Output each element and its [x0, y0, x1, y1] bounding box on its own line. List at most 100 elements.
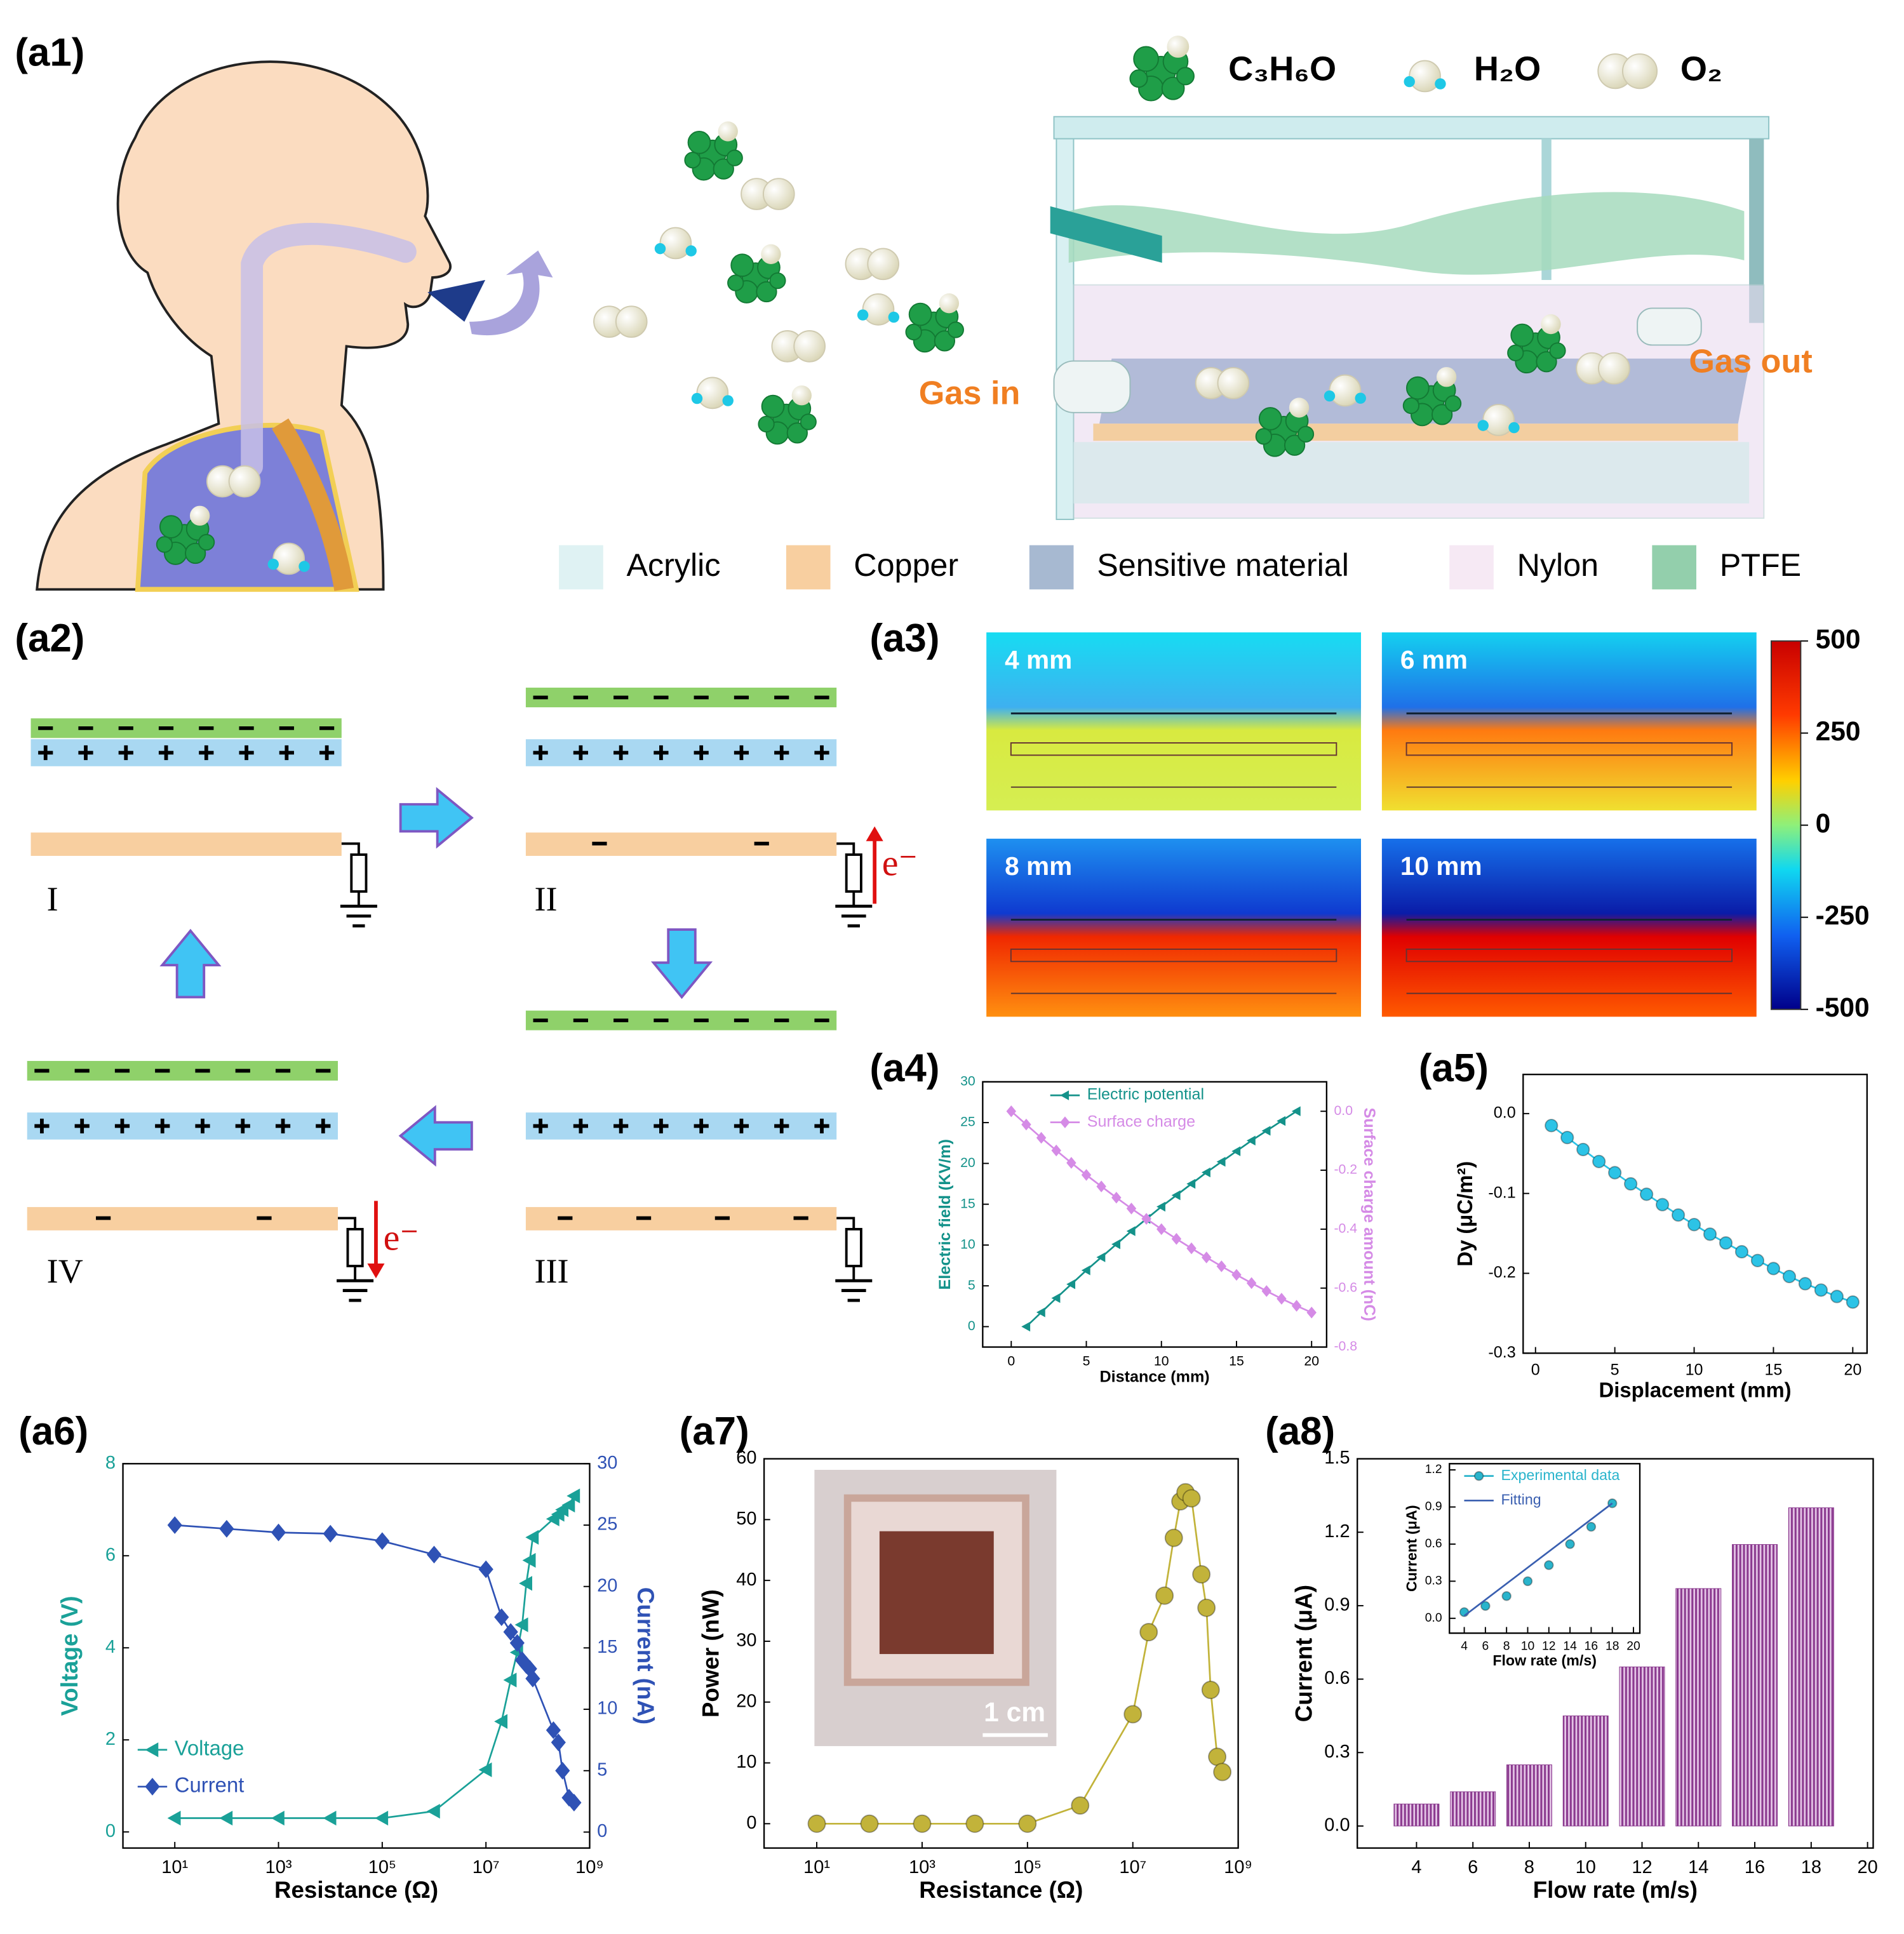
marker: [567, 1488, 580, 1504]
marker: [1480, 1601, 1491, 1611]
x-tick-label: 15: [1229, 1354, 1244, 1369]
y-tick-label: 10: [960, 1237, 975, 1252]
y-tick-label: 20: [736, 1691, 756, 1711]
device-top-plate: [1053, 116, 1770, 140]
acetone-atom: [800, 413, 817, 430]
resistor: [346, 1227, 364, 1267]
acetone-atom: [947, 321, 964, 338]
legend-swatch: [786, 545, 831, 590]
marker: [1201, 1167, 1210, 1178]
colorbar-tick-label: 250: [1816, 716, 1861, 747]
plot-frame: [1522, 1074, 1868, 1354]
acetone-atom: [185, 542, 206, 564]
colorbar-tick-label: -250: [1816, 900, 1870, 931]
legend-label: Surface charge: [1087, 1112, 1195, 1130]
o2-atom: [762, 178, 795, 210]
marker: [219, 1810, 233, 1826]
marker: [1201, 1251, 1212, 1264]
marker: [1208, 1747, 1227, 1766]
electrode-outline: [1405, 742, 1733, 756]
dielectric-layer: [30, 739, 342, 766]
molecule-label: H₂O: [1474, 50, 1541, 88]
x-axis-label: Flow rate (m/s): [1492, 1652, 1597, 1669]
y-tick-label: 5: [968, 1277, 975, 1293]
stage-label: III: [534, 1252, 568, 1290]
gap-label: 6 mm: [1400, 645, 1468, 674]
x-axis-label: Displacement (mm): [1599, 1378, 1791, 1401]
y2-tick-label: 25: [597, 1514, 617, 1535]
panel-label: (a7): [680, 1410, 749, 1453]
legend-label: PTFE: [1720, 547, 1801, 583]
marker: [1261, 1126, 1271, 1136]
marker: [1156, 1223, 1167, 1236]
y-tick-label: 4: [105, 1637, 116, 1657]
acetone-atom: [726, 149, 743, 166]
field-map: [1381, 632, 1757, 811]
inset-bg: [1449, 1464, 1640, 1634]
marker: [271, 1523, 286, 1542]
colorbar-tick-label: 0: [1816, 808, 1831, 839]
acetone-atom: [1284, 434, 1306, 456]
x-tick-label: 10¹: [161, 1857, 188, 1877]
marker: [1186, 1178, 1196, 1189]
x-tick-label: 4: [1411, 1857, 1421, 1877]
marker: [1111, 1239, 1120, 1250]
legend-label: Current: [175, 1773, 245, 1797]
marker: [1071, 1796, 1090, 1815]
marker: [426, 1804, 440, 1819]
x-tick-label: 10: [1576, 1857, 1596, 1877]
marker: [1201, 1681, 1220, 1700]
ground-wire: [836, 842, 855, 907]
y-tick-label: 50: [736, 1509, 756, 1529]
electron-flow-head: [866, 826, 883, 841]
gap-label: 4 mm: [1005, 645, 1072, 674]
marker: [913, 1814, 932, 1833]
y-tick-label: 0.6: [1425, 1537, 1442, 1551]
series-line: [1550, 1124, 1853, 1303]
h2o-atom: [659, 227, 692, 260]
marker: [1687, 1218, 1701, 1232]
flow-arrow: [159, 928, 222, 999]
copper-layer: [1093, 423, 1738, 441]
acetone-atom: [756, 281, 777, 303]
marker: [1051, 1293, 1061, 1304]
tribo-layer: [30, 718, 342, 738]
marker: [1576, 1142, 1590, 1157]
panel-label: (a6): [18, 1410, 88, 1453]
y2-axis-label: Surface charge amount (nC): [1360, 1107, 1378, 1321]
legend-label: Nylon: [1517, 547, 1599, 583]
x-axis-label: Resistance (Ω): [919, 1877, 1083, 1903]
x-tick-label: 18: [1801, 1857, 1821, 1877]
marker: [1213, 1763, 1232, 1782]
marker: [1798, 1277, 1813, 1291]
bar: [1788, 1507, 1834, 1827]
y2-tick-label: -0.8: [1334, 1338, 1357, 1354]
acetone-atom: [1444, 395, 1462, 412]
o2-atom: [615, 305, 648, 338]
flow-arrow: [399, 787, 474, 849]
acetone-o: [1167, 36, 1190, 58]
marker: [1830, 1290, 1844, 1304]
bar: [1506, 1764, 1552, 1827]
acetone-atom: [1405, 376, 1430, 400]
panel-label: (a4): [869, 1046, 939, 1090]
y-tick-label: 30: [960, 1073, 975, 1088]
bar: [1619, 1666, 1665, 1827]
acetone-atom: [1536, 351, 1557, 373]
marker: [1608, 1166, 1622, 1180]
device-bar: [1050, 206, 1162, 263]
marker: [494, 1714, 508, 1729]
marker: [1522, 1576, 1533, 1587]
y-tick-label: 0.3: [1324, 1742, 1350, 1762]
resistor: [350, 853, 368, 893]
acetone-o: [1541, 314, 1561, 335]
marker: [503, 1672, 517, 1688]
marker: [1081, 1265, 1090, 1276]
h2o-atom: [696, 377, 729, 410]
electron-label: e⁻: [882, 843, 918, 884]
y-axis-label: Electric field (KV/m): [936, 1139, 954, 1290]
y-tick-label: 15: [960, 1196, 975, 1211]
o2-atom: [867, 248, 900, 281]
h2o-atom: [1409, 60, 1441, 93]
